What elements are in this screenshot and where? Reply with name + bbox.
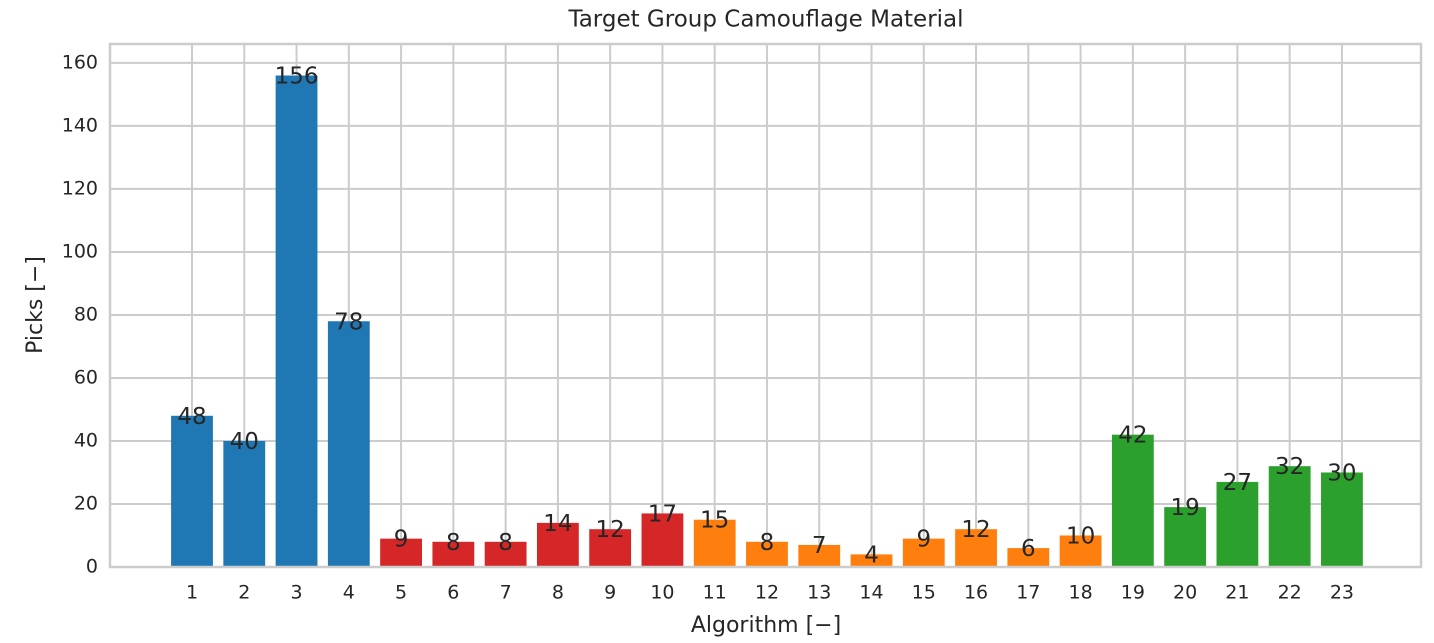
x-tick-label: 20 bbox=[1173, 582, 1197, 604]
x-tick-label: 7 bbox=[500, 582, 512, 604]
y-tick-label: 40 bbox=[74, 429, 98, 451]
value-label: 15 bbox=[700, 508, 729, 534]
y-tick-label: 20 bbox=[74, 492, 98, 514]
value-label: 9 bbox=[916, 527, 931, 553]
x-tick-label: 4 bbox=[343, 582, 355, 604]
bar bbox=[955, 529, 997, 567]
bar bbox=[902, 538, 945, 567]
plot-frame bbox=[108, 42, 1423, 569]
value-label: 12 bbox=[596, 517, 625, 543]
bar bbox=[1111, 434, 1154, 567]
value-label: 8 bbox=[498, 530, 513, 556]
x-tick-label: 15 bbox=[912, 582, 936, 604]
bar bbox=[641, 513, 684, 567]
x-tick-label: 13 bbox=[807, 582, 831, 604]
x-tick-label: 5 bbox=[395, 582, 407, 604]
value-label: 17 bbox=[648, 501, 677, 527]
bar bbox=[798, 544, 841, 567]
bar bbox=[1164, 507, 1207, 567]
x-tick-label: 9 bbox=[604, 582, 616, 604]
y-tick-label: 0 bbox=[86, 556, 98, 578]
x-axis-label: Algorithm [−] bbox=[691, 613, 841, 638]
x-tick-label: 14 bbox=[859, 582, 883, 604]
x-tick-label: 11 bbox=[703, 582, 727, 604]
y-tick-label: 60 bbox=[74, 366, 98, 388]
y-tick-label: 140 bbox=[62, 114, 98, 136]
bar bbox=[1007, 548, 1050, 567]
bar bbox=[432, 541, 475, 567]
x-tick-label: 19 bbox=[1121, 582, 1145, 604]
value-label: 48 bbox=[177, 404, 206, 430]
bar bbox=[589, 529, 632, 567]
x-tick-label: 1 bbox=[186, 582, 198, 604]
bar bbox=[1059, 535, 1102, 567]
value-label: 9 bbox=[394, 527, 409, 553]
bar bbox=[380, 538, 422, 567]
x-tick-label: 8 bbox=[552, 582, 564, 604]
y-tick-label: 100 bbox=[62, 240, 98, 262]
value-label: 156 bbox=[275, 64, 319, 90]
bar bbox=[1321, 472, 1363, 567]
value-label: 40 bbox=[230, 429, 259, 455]
value-label: 12 bbox=[961, 517, 990, 543]
x-tick-label: 10 bbox=[650, 582, 674, 604]
bar bbox=[223, 440, 266, 567]
y-tick-label: 80 bbox=[74, 303, 98, 325]
bar bbox=[536, 522, 579, 567]
chart-title: Target Group Camouflage Material bbox=[567, 7, 963, 33]
y-axis-label: Picks [−] bbox=[23, 256, 48, 354]
value-label: 19 bbox=[1170, 495, 1199, 521]
value-label: 78 bbox=[334, 309, 363, 335]
x-tick-label: 6 bbox=[447, 582, 459, 604]
bar bbox=[484, 541, 527, 567]
x-tick-label: 3 bbox=[290, 582, 302, 604]
value-label: 27 bbox=[1223, 470, 1252, 496]
value-label: 32 bbox=[1275, 454, 1304, 480]
value-label: 7 bbox=[812, 533, 827, 559]
value-label: 14 bbox=[543, 511, 572, 537]
x-tick-label: 17 bbox=[1016, 582, 1040, 604]
bar bbox=[327, 321, 370, 567]
x-tick-label: 22 bbox=[1278, 582, 1302, 604]
value-label: 8 bbox=[760, 530, 775, 556]
value-label: 10 bbox=[1066, 523, 1095, 549]
x-tick-label: 12 bbox=[755, 582, 779, 604]
value-label: 8 bbox=[446, 530, 461, 556]
bar bbox=[1268, 466, 1311, 567]
bar bbox=[1216, 481, 1259, 567]
y-tick-label: 160 bbox=[62, 51, 98, 73]
bar bbox=[171, 415, 213, 567]
x-tick-label: 18 bbox=[1068, 582, 1092, 604]
x-tick-label: 23 bbox=[1330, 582, 1354, 604]
x-tick-label: 21 bbox=[1225, 582, 1249, 604]
bar bbox=[693, 519, 736, 567]
y-tick-label: 120 bbox=[62, 177, 98, 199]
x-tick-label: 2 bbox=[238, 582, 250, 604]
x-tick-label: 16 bbox=[964, 582, 988, 604]
value-label: 30 bbox=[1327, 460, 1356, 486]
bar bbox=[850, 554, 893, 567]
value-label: 6 bbox=[1021, 536, 1036, 562]
bar bbox=[275, 75, 318, 567]
value-label: 4 bbox=[864, 542, 879, 568]
value-label: 42 bbox=[1118, 423, 1147, 449]
bar bbox=[746, 541, 788, 567]
